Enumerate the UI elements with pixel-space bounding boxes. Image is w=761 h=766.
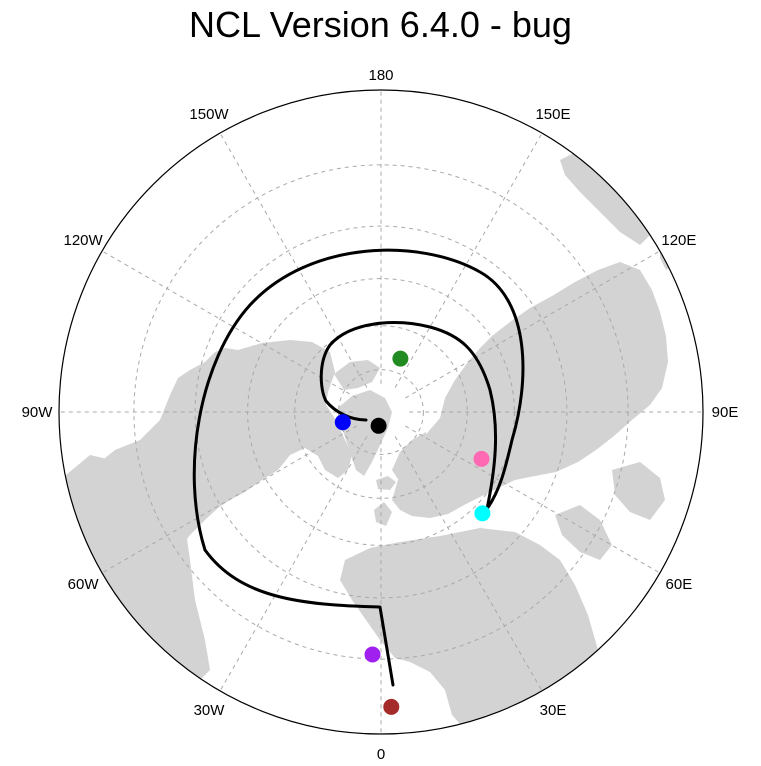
meridian-line	[394, 436, 543, 692]
longitude-label-lon-30w: 30W	[194, 702, 226, 719]
meridian-line	[219, 132, 368, 388]
lat-circle-75	[338, 369, 424, 455]
meridian-line	[394, 132, 543, 388]
marker-group	[334, 350, 491, 715]
longitude-label-lon-150e: 150E	[535, 106, 570, 123]
longitude-label-lon-30e: 30E	[540, 702, 567, 719]
longitude-label-lon-120e: 120E	[661, 232, 696, 249]
storm-track	[192, 248, 525, 687]
marker-brown	[383, 698, 400, 715]
land-arctic-islands	[334, 360, 380, 390]
land-alaska	[178, 348, 238, 378]
graticule	[59, 90, 703, 734]
page-title: NCL Version 6.4.0 - bug	[189, 4, 572, 45]
land-scandinavia	[392, 432, 430, 482]
land-africa	[340, 528, 600, 734]
meridian-line	[101, 250, 357, 399]
lon-label-group: 0 30E 60E 90E 120E 150E 180 150W 120W 90W 60W 30W	[22, 67, 739, 763]
marker-cyan	[474, 505, 491, 522]
meridian-line	[219, 436, 368, 692]
lat-circle-30	[194, 225, 568, 599]
longitude-label-lon-90e: 90E	[712, 404, 739, 421]
marker-pink	[473, 450, 490, 467]
longitude-label-lon-90w: 90W	[22, 404, 54, 421]
land-eurasia	[392, 262, 668, 518]
land-india	[612, 462, 665, 520]
longitude-label-lon-60e: 60E	[666, 576, 693, 593]
marker-blue	[334, 414, 351, 431]
longitude-label-lon-0: 0	[377, 746, 385, 763]
longitude-label-lon-150w: 150W	[189, 106, 229, 123]
marker-purple	[364, 646, 381, 663]
land-far-east	[560, 150, 650, 245]
meridian-line	[405, 425, 661, 574]
marker-green	[392, 350, 409, 367]
longitude-label-lon-60w: 60W	[68, 576, 100, 593]
longitude-label-lon-120w: 120W	[64, 232, 104, 249]
land-british-isles	[374, 502, 392, 526]
meridian-line	[101, 425, 357, 574]
meridian-line	[405, 250, 661, 399]
land-iceland	[376, 476, 396, 490]
longitude-label-lon-180: 180	[368, 67, 393, 84]
land-layer	[59, 150, 680, 734]
land-arabia	[555, 505, 612, 560]
map-border	[58, 89, 704, 735]
marker-black	[370, 417, 387, 434]
